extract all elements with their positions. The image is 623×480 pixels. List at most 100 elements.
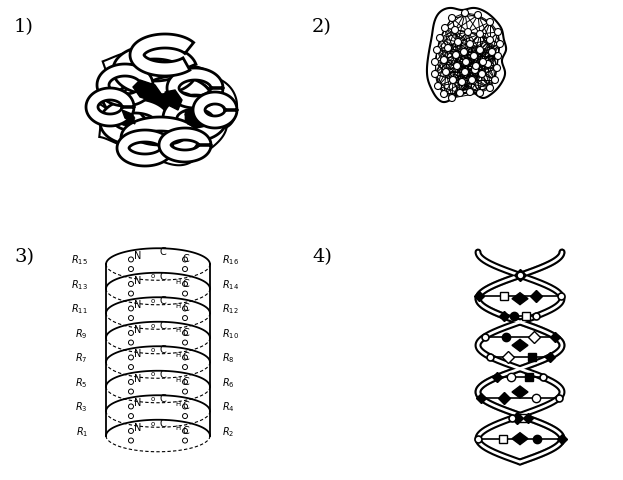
Text: C: C [159,296,166,306]
Text: $R_{14}$: $R_{14}$ [222,278,239,292]
Circle shape [434,83,442,89]
Text: $R_{8}$: $R_{8}$ [222,351,235,365]
Circle shape [128,380,133,384]
Polygon shape [512,339,528,351]
Text: o: o [151,420,155,427]
Circle shape [440,91,447,97]
Text: H: H [176,278,181,285]
Text: C: C [159,370,166,380]
Circle shape [467,40,473,48]
Text: C: C [159,419,166,429]
Text: N: N [135,251,141,261]
Circle shape [459,79,465,85]
Circle shape [183,380,188,384]
Text: o: o [151,298,155,304]
Text: C: C [159,394,166,404]
Polygon shape [427,8,506,102]
Polygon shape [160,65,227,118]
Polygon shape [117,130,173,166]
Circle shape [455,38,462,46]
Text: $R_{4}$: $R_{4}$ [222,400,235,414]
Circle shape [449,14,455,22]
Circle shape [477,89,483,96]
Text: N: N [135,349,141,359]
Circle shape [432,59,439,65]
Circle shape [468,76,475,84]
Circle shape [495,28,502,36]
Circle shape [183,340,188,345]
Polygon shape [133,80,162,102]
Circle shape [183,266,188,272]
Text: C: C [159,272,166,282]
Text: o: o [151,274,155,279]
Text: $R_{11}$: $R_{11}$ [71,302,88,316]
Text: C: C [183,279,189,289]
Text: C: C [183,426,189,436]
Circle shape [457,89,464,96]
Circle shape [128,389,133,394]
Circle shape [452,51,460,59]
Circle shape [454,62,460,70]
Circle shape [462,69,468,75]
Polygon shape [512,386,528,398]
Circle shape [462,59,470,65]
Circle shape [478,71,485,77]
Polygon shape [193,92,237,128]
Text: o: o [151,372,155,377]
Text: N: N [135,276,141,286]
Circle shape [128,340,133,345]
Text: o: o [151,396,155,402]
Circle shape [487,84,493,92]
Circle shape [128,364,133,370]
Text: N: N [135,374,141,384]
Circle shape [497,40,503,48]
Polygon shape [165,90,182,110]
Text: C: C [159,321,166,331]
Polygon shape [117,128,158,163]
Circle shape [128,306,133,311]
Text: $R_{6}$: $R_{6}$ [222,376,235,390]
Polygon shape [125,48,192,97]
Text: H: H [176,303,181,309]
Circle shape [183,438,188,443]
Circle shape [495,52,502,60]
Text: 1): 1) [14,18,34,36]
Polygon shape [163,95,227,141]
Polygon shape [97,64,153,106]
Text: N: N [135,300,141,310]
Polygon shape [93,91,137,132]
Circle shape [128,291,133,296]
Circle shape [437,35,444,41]
Text: H: H [176,376,181,383]
Text: N: N [135,398,141,408]
Circle shape [183,281,188,287]
Polygon shape [167,68,223,108]
Text: N: N [135,423,141,433]
Polygon shape [100,99,170,145]
Text: $R_{2}$: $R_{2}$ [222,425,234,439]
Circle shape [452,26,459,34]
Text: C: C [159,247,166,257]
Polygon shape [95,73,215,125]
Circle shape [183,429,188,433]
Circle shape [475,12,482,19]
Polygon shape [512,432,528,444]
Polygon shape [102,65,194,125]
Text: H: H [176,425,181,432]
Text: $R_{5}$: $R_{5}$ [75,376,88,390]
Text: N: N [135,325,141,335]
Circle shape [128,315,133,321]
Circle shape [472,62,480,70]
Circle shape [487,19,493,25]
Text: C: C [183,303,189,313]
Text: $R_{16}$: $R_{16}$ [222,253,239,267]
Text: C: C [183,328,189,338]
Circle shape [183,330,188,336]
Polygon shape [122,110,135,124]
Text: o: o [151,347,155,353]
Circle shape [183,306,188,311]
Circle shape [432,71,439,77]
Polygon shape [110,83,221,128]
Polygon shape [512,293,528,305]
Circle shape [128,281,133,287]
